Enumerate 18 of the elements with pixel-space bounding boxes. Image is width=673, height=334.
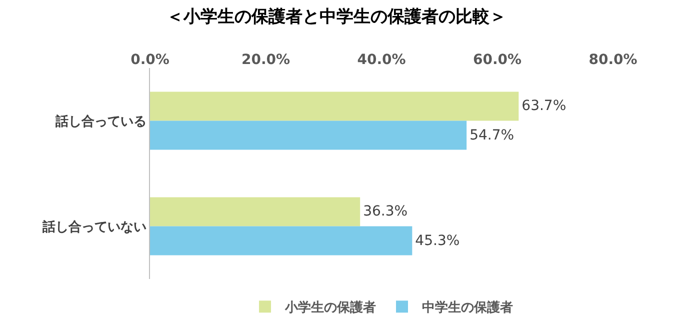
legend-label: 中学生の保護者 (422, 300, 513, 316)
data-label: 54.7% (470, 127, 514, 144)
chart-title: ＜小学生の保護者と中学生の保護者の比較＞ (166, 6, 506, 27)
legend-label: 小学生の保護者 (284, 300, 376, 316)
x-tick-label: 0.0% (130, 52, 170, 68)
x-tick-label: 40.0% (357, 52, 406, 68)
bar (150, 92, 519, 121)
y-tick-label: 話し合っていない (41, 218, 146, 235)
x-tick-label: 80.0% (588, 52, 638, 68)
bar (150, 226, 412, 256)
data-label: 36.3% (363, 204, 408, 220)
y-tick-label: 話し合っている (54, 113, 146, 130)
data-label: 63.7% (522, 98, 566, 114)
bar (150, 120, 467, 150)
x-tick-label: 20.0% (241, 52, 290, 68)
bar (150, 197, 360, 226)
data-label: 45.3% (415, 232, 460, 249)
x-tick-label: 60.0% (472, 52, 522, 68)
